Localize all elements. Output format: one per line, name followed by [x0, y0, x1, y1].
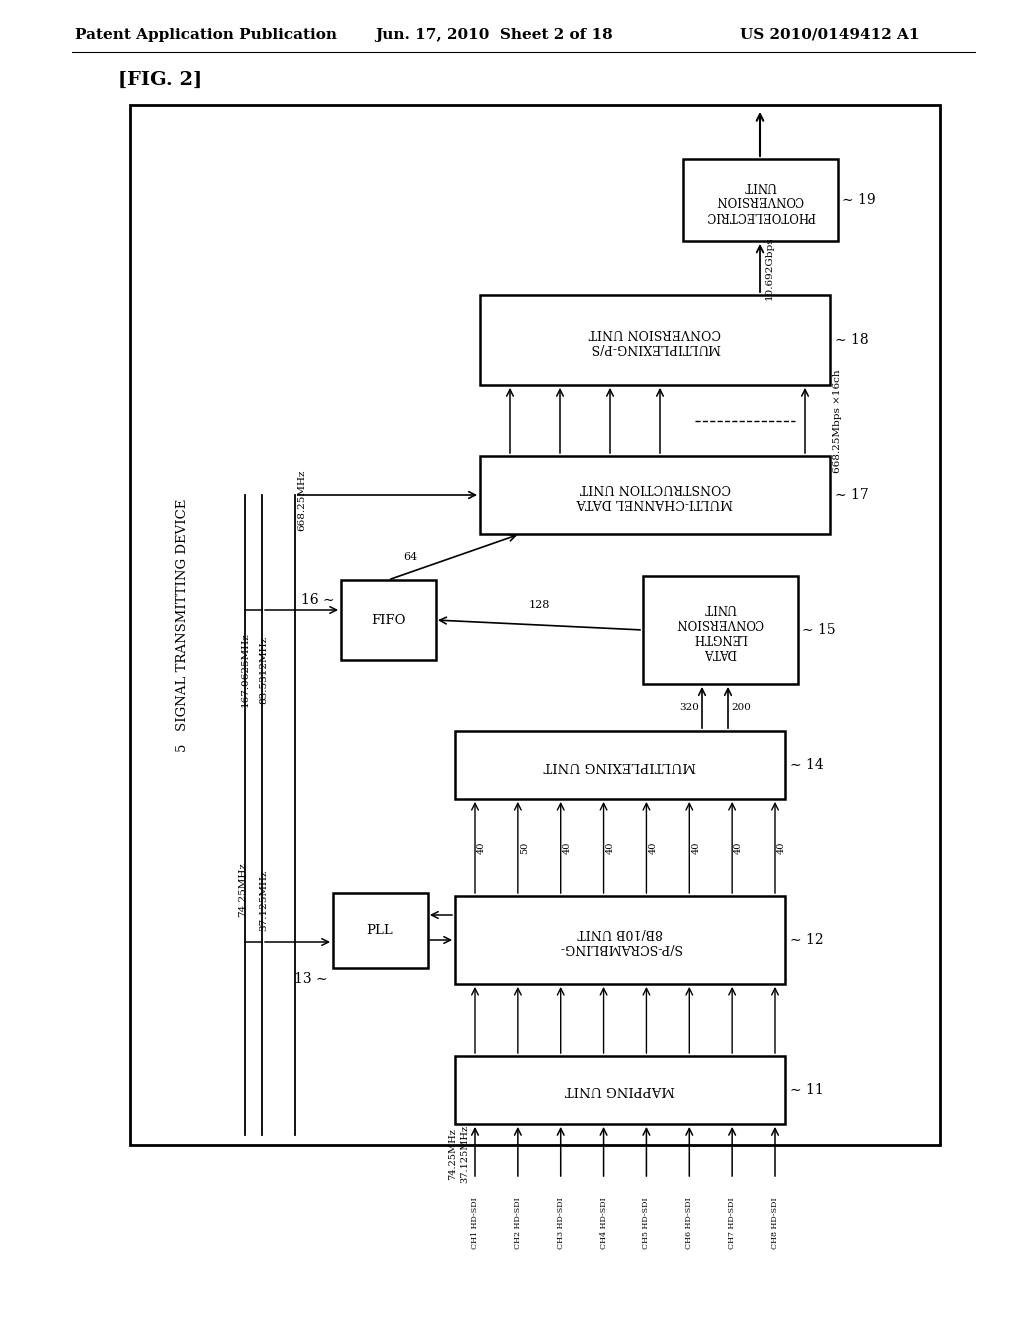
Text: PLL: PLL: [367, 924, 393, 936]
Bar: [480, 455, 830, 535]
Text: 668.25Mbps ×16ch: 668.25Mbps ×16ch: [834, 370, 843, 473]
Bar: [642, 576, 798, 684]
Bar: [455, 1056, 785, 1125]
Text: US 2010/0149412 A1: US 2010/0149412 A1: [740, 28, 920, 42]
Text: CH7 HD-SDI: CH7 HD-SDI: [728, 1197, 736, 1249]
Text: ∼ 12: ∼ 12: [790, 933, 823, 946]
Text: 40: 40: [477, 842, 486, 854]
Text: 37.125MHz: 37.125MHz: [461, 1125, 469, 1183]
Text: CH1 HD-SDI: CH1 HD-SDI: [471, 1197, 479, 1249]
Bar: [333, 892, 427, 968]
Text: ∼ 14: ∼ 14: [790, 758, 823, 772]
Text: 40: 40: [691, 842, 700, 854]
Text: 37.125MHz: 37.125MHz: [259, 870, 268, 931]
Text: 668.25MHz: 668.25MHz: [297, 469, 306, 531]
Bar: [683, 158, 838, 242]
Text: Patent Application Publication: Patent Application Publication: [75, 28, 337, 42]
Text: ∼ 19: ∼ 19: [842, 193, 876, 207]
Bar: [455, 896, 785, 983]
Bar: [341, 579, 435, 660]
Text: 40: 40: [648, 842, 657, 854]
Text: MULTI-CHANNEL DATA
CONSTRUCTION UNIT: MULTI-CHANNEL DATA CONSTRUCTION UNIT: [577, 480, 733, 510]
Text: ∼ 17: ∼ 17: [835, 488, 868, 502]
Text: 200: 200: [731, 704, 751, 713]
Text: 320: 320: [679, 704, 699, 713]
Text: S/P-SCRAMBLING-
8B/10B UNIT: S/P-SCRAMBLING- 8B/10B UNIT: [559, 927, 681, 954]
Text: PHOTOELECTRIC
CONVERSION
UNIT: PHOTOELECTRIC CONVERSION UNIT: [706, 178, 815, 222]
Text: 40: 40: [563, 842, 571, 854]
Text: MAPPING UNIT: MAPPING UNIT: [565, 1084, 675, 1097]
Text: 16 ∼: 16 ∼: [301, 593, 335, 607]
Text: 13 ∼: 13 ∼: [294, 972, 328, 986]
Text: 40: 40: [734, 842, 743, 854]
Text: FIFO: FIFO: [371, 614, 406, 627]
Text: 83.5312MHz: 83.5312MHz: [259, 636, 268, 704]
Text: 5   SIGNAL TRANSMITTING DEVICE: 5 SIGNAL TRANSMITTING DEVICE: [175, 499, 188, 751]
Text: CH2 HD-SDI: CH2 HD-SDI: [514, 1197, 522, 1249]
Text: CH5 HD-SDI: CH5 HD-SDI: [642, 1197, 650, 1249]
Text: CH4 HD-SDI: CH4 HD-SDI: [600, 1197, 607, 1249]
Text: Jun. 17, 2010  Sheet 2 of 18: Jun. 17, 2010 Sheet 2 of 18: [375, 28, 612, 42]
Text: MULTIPLEXING-P/S
CONVERSION UNIT: MULTIPLEXING-P/S CONVERSION UNIT: [589, 326, 721, 354]
Text: CH8 HD-SDI: CH8 HD-SDI: [771, 1197, 779, 1249]
Text: DATA
LENGTH
CONVERSION
UNIT: DATA LENGTH CONVERSION UNIT: [676, 601, 764, 659]
Text: MULTIPLEXING UNIT: MULTIPLEXING UNIT: [544, 759, 696, 771]
Bar: [455, 731, 785, 799]
Bar: [130, 106, 940, 1144]
Text: 64: 64: [403, 552, 417, 562]
Text: 40: 40: [777, 842, 786, 854]
Text: CH6 HD-SDI: CH6 HD-SDI: [685, 1197, 693, 1249]
Text: 74.25MHz: 74.25MHz: [239, 862, 248, 917]
Text: 128: 128: [528, 601, 550, 610]
Text: 167.0625MHz: 167.0625MHz: [241, 632, 250, 708]
Text: ∼ 11: ∼ 11: [790, 1082, 823, 1097]
Text: [FIG. 2]: [FIG. 2]: [118, 71, 203, 88]
Text: ∼ 18: ∼ 18: [835, 333, 868, 347]
Text: 74.25MHz: 74.25MHz: [449, 1129, 458, 1180]
Text: 40: 40: [605, 842, 614, 854]
Text: ∼ 15: ∼ 15: [802, 623, 836, 638]
Text: CH3 HD-SDI: CH3 HD-SDI: [557, 1197, 564, 1249]
Text: 50: 50: [520, 842, 528, 854]
Bar: [480, 294, 830, 385]
Text: 10.692Gbps: 10.692Gbps: [765, 236, 774, 300]
